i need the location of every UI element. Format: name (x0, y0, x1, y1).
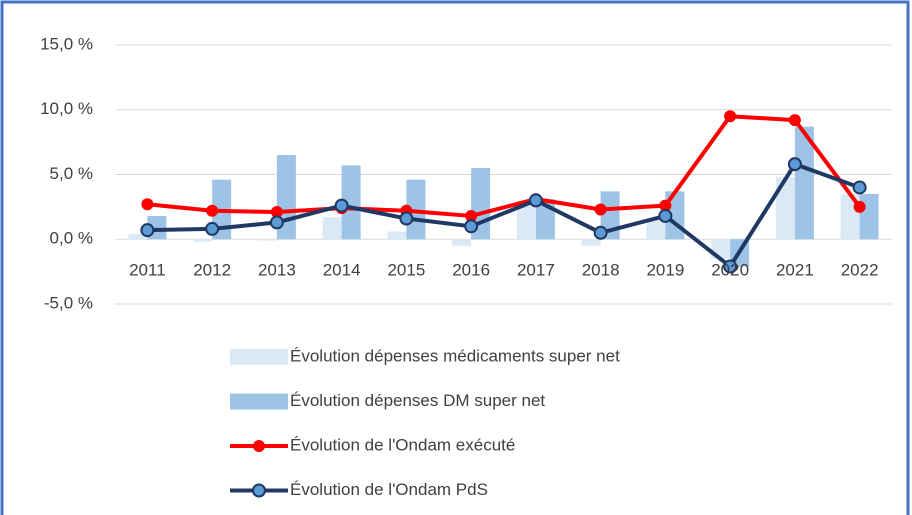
line (147, 162, 861, 269)
marker (334, 198, 349, 213)
bar (387, 231, 407, 240)
legend-label: Évolution dépenses médicaments super net (290, 346, 620, 365)
bar (193, 239, 213, 242)
labels: -5,0 % 0,0 % 5,0 % 10,0 % 15,0 % 2011 2012 2013… (40, 34, 878, 312)
marker (788, 114, 801, 127)
x-tick-label: 2018 (582, 261, 620, 280)
marker (528, 193, 543, 208)
marker (659, 199, 672, 212)
x-tick-label: 2017 (517, 261, 555, 280)
legend-marker (253, 440, 265, 452)
x-tick-label: 2013 (258, 261, 296, 280)
x-tick-label: 2011 (129, 261, 166, 280)
legend-item: Évolution de l'Ondam exécuté (230, 435, 515, 454)
x-tick-label: 2014 (323, 261, 361, 280)
marker (723, 259, 738, 274)
x-tick-label: 2019 (646, 261, 684, 280)
bar (406, 179, 426, 240)
legend-item: Évolution dépenses DM super net (230, 391, 545, 410)
bar (794, 126, 814, 240)
bars (128, 126, 879, 267)
marker (852, 180, 867, 195)
marker (593, 225, 608, 240)
marker (206, 204, 219, 217)
line (147, 114, 862, 218)
bar (859, 193, 879, 240)
lines (140, 110, 867, 274)
legend-item: Évolution dépenses médicaments super net (230, 346, 620, 365)
legend-label: Évolution de l'Ondam exécuté (290, 435, 515, 454)
bar (341, 165, 361, 240)
marker (658, 208, 673, 223)
x-tick-label: 2021 (776, 261, 814, 280)
legend-label: Évolution dépenses DM super net (290, 391, 545, 410)
x-tick-label: 2020 (711, 261, 749, 280)
marker (205, 221, 220, 236)
legend-marker (252, 483, 266, 498)
marker (399, 211, 414, 226)
y-tick-label: 10,0 % (40, 99, 93, 118)
x-tick-label: 2015 (387, 261, 425, 280)
marker (724, 110, 737, 123)
marker (141, 198, 154, 211)
legend-swatch (230, 349, 288, 365)
y-tick-label: 0,0 % (50, 229, 93, 248)
marker (853, 200, 866, 213)
bar (322, 217, 342, 240)
y-tick-label: -5,0 % (44, 293, 93, 312)
marker (594, 203, 607, 216)
marker (270, 206, 283, 219)
marker (787, 157, 802, 172)
bar (581, 239, 601, 246)
x-tick-label: 2022 (841, 261, 879, 280)
marker (140, 223, 155, 238)
x-tick-label: 2012 (193, 261, 231, 280)
bar (516, 200, 536, 240)
legend-label: Évolution de l'Ondam PdS (290, 480, 488, 499)
grid (115, 44, 892, 305)
marker (465, 209, 478, 222)
marker (464, 219, 479, 234)
legend-item: Évolution de l'Ondam PdS (230, 480, 488, 499)
bar (775, 177, 795, 240)
marker (269, 215, 284, 230)
y-tick-label: 15,0 % (40, 34, 93, 53)
bar (646, 219, 666, 240)
bar (452, 239, 472, 246)
legend-swatch (230, 393, 288, 410)
bar (257, 239, 277, 241)
bar (128, 234, 148, 240)
x-tick-label: 2016 (452, 261, 490, 280)
y-tick-label: 5,0 % (50, 164, 93, 183)
